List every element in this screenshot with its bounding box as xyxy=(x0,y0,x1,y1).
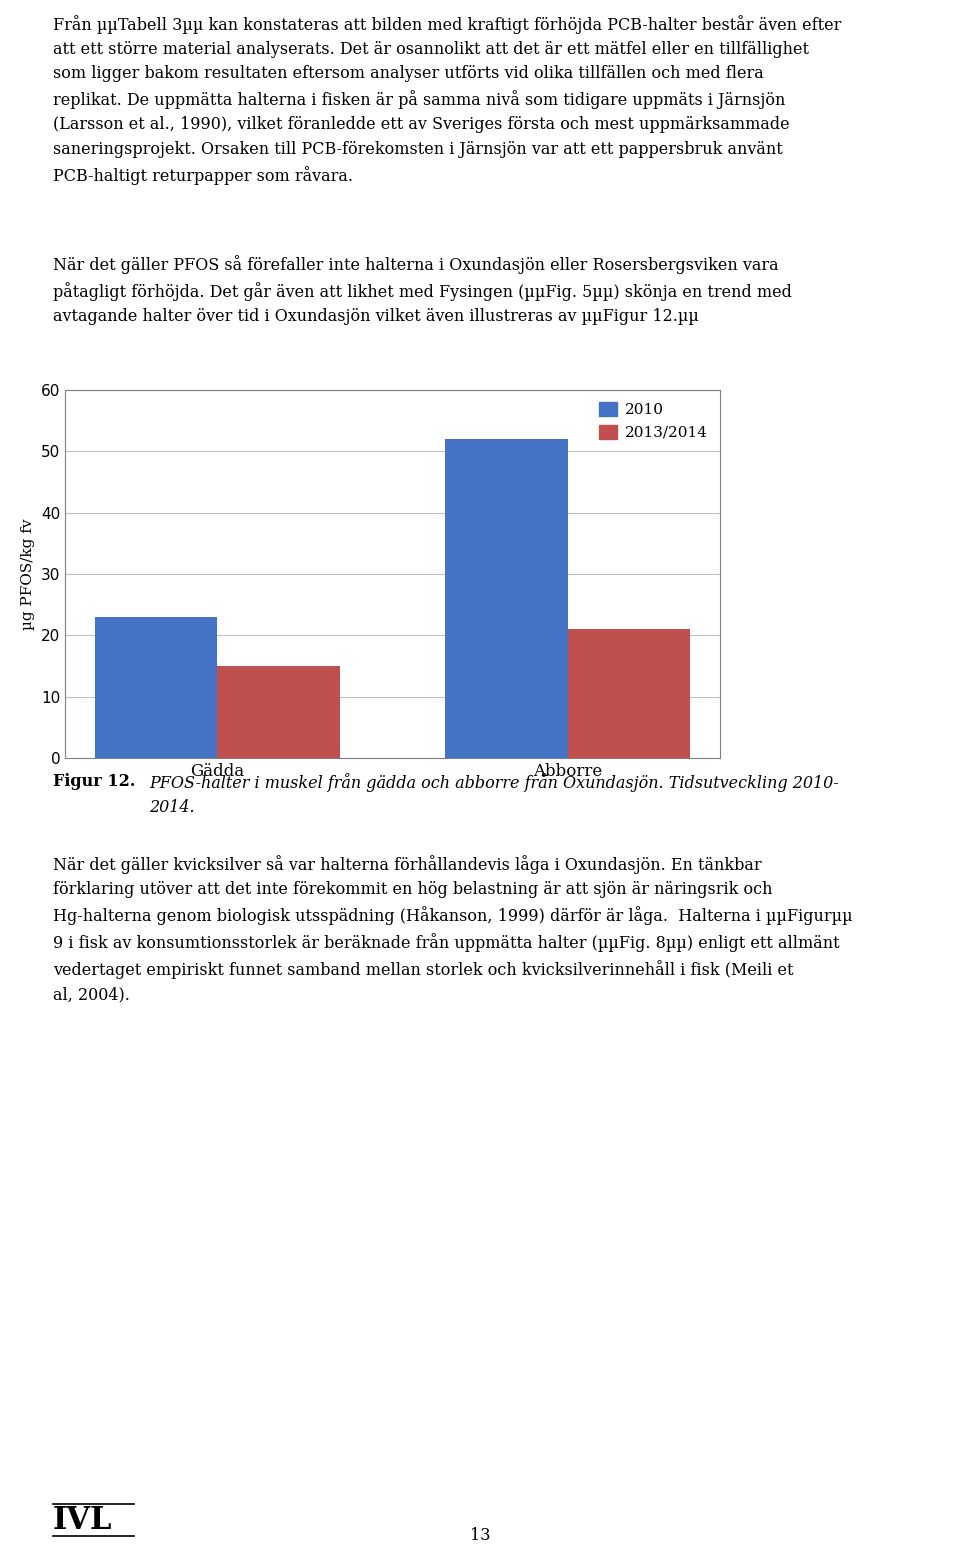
Text: Från µµTabell 3µµ kan konstateras att bilden med kraftigt förhöjda PCB-halter be: Från µµTabell 3µµ kan konstateras att bi… xyxy=(53,16,841,185)
Bar xyxy=(95,616,217,759)
Y-axis label: µg PFOS/kg fv: µg PFOS/kg fv xyxy=(21,518,36,630)
Bar xyxy=(445,439,567,759)
Text: När det gäller kvicksilver så var halterna förhållandevis låga i Oxundasjön. En : När det gäller kvicksilver så var halter… xyxy=(53,856,852,1004)
Bar xyxy=(567,629,690,759)
Legend: 2010, 2013/2014: 2010, 2013/2014 xyxy=(594,397,712,444)
Bar xyxy=(217,666,340,759)
Text: Figur 12.: Figur 12. xyxy=(53,773,135,790)
Text: När det gäller PFOS så förefaller inte halterna i Oxundasjön eller Rosersbergsvi: När det gäller PFOS så förefaller inte h… xyxy=(53,255,792,325)
Text: PFOS-halter i muskel från gädda och abborre från Oxundasjön. Tidsutveckling 2010: PFOS-halter i muskel från gädda och abbo… xyxy=(149,773,838,816)
Text: 13: 13 xyxy=(469,1526,491,1544)
Text: IVL: IVL xyxy=(53,1505,112,1536)
